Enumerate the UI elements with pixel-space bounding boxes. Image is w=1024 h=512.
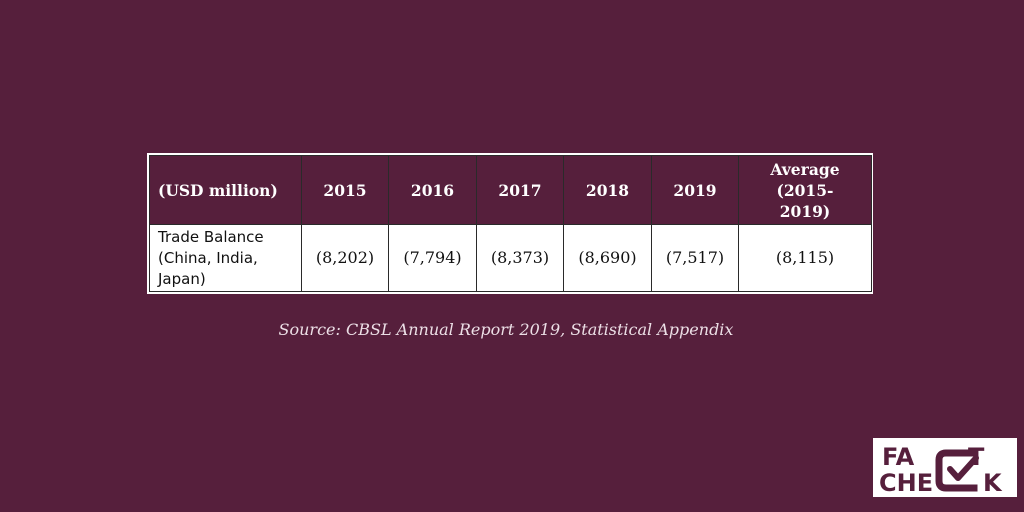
row-label-line-3: Japan) (158, 269, 206, 288)
value-2019: (7,517) (651, 224, 739, 292)
value-2015: (8,202) (301, 224, 389, 292)
value-average: (8,115) (738, 224, 872, 292)
header-year-2018: 2018 (563, 155, 652, 225)
factcheck-logo-graphic: FA T CHE K (879, 443, 1003, 497)
logo-text-che: CHE (879, 469, 933, 497)
factcheck-logo: FA T CHE K (873, 438, 1017, 497)
header-year-2017: 2017 (476, 155, 564, 225)
logo-text-k: K (983, 469, 1003, 497)
header-units: (USD million) (149, 155, 302, 225)
trade-balance-table: (USD million) 2015 2016 2017 2018 2019 A… (149, 155, 872, 292)
header-year-2015: 2015 (301, 155, 389, 225)
value-2018: (8,690) (563, 224, 652, 292)
value-2017: (8,373) (476, 224, 564, 292)
row-label-line-1: Trade Balance (158, 227, 264, 246)
row-label-trade-balance: Trade Balance (China, India, Japan) (149, 224, 302, 292)
header-year-2016: 2016 (388, 155, 477, 225)
header-average-line-2: (2015- (776, 180, 834, 200)
header-year-2019: 2019 (651, 155, 739, 225)
c-checkmark-icon (935, 449, 979, 492)
header-average: Average (2015- 2019) (738, 155, 872, 225)
header-average-line-1: Average (770, 159, 840, 179)
table-row: Trade Balance (China, India, Japan) (8,2… (149, 224, 872, 292)
table-header-row: (USD million) 2015 2016 2017 2018 2019 A… (149, 155, 872, 225)
source-caption: Source: CBSL Annual Report 2019, Statist… (278, 320, 734, 339)
trade-balance-table-frame: (USD million) 2015 2016 2017 2018 2019 A… (147, 153, 873, 294)
logo-text-fa: FA (882, 443, 915, 471)
header-average-line-3: 2019) (779, 201, 831, 221)
row-label-line-2: (China, India, (158, 248, 258, 267)
value-2016: (7,794) (388, 224, 477, 292)
